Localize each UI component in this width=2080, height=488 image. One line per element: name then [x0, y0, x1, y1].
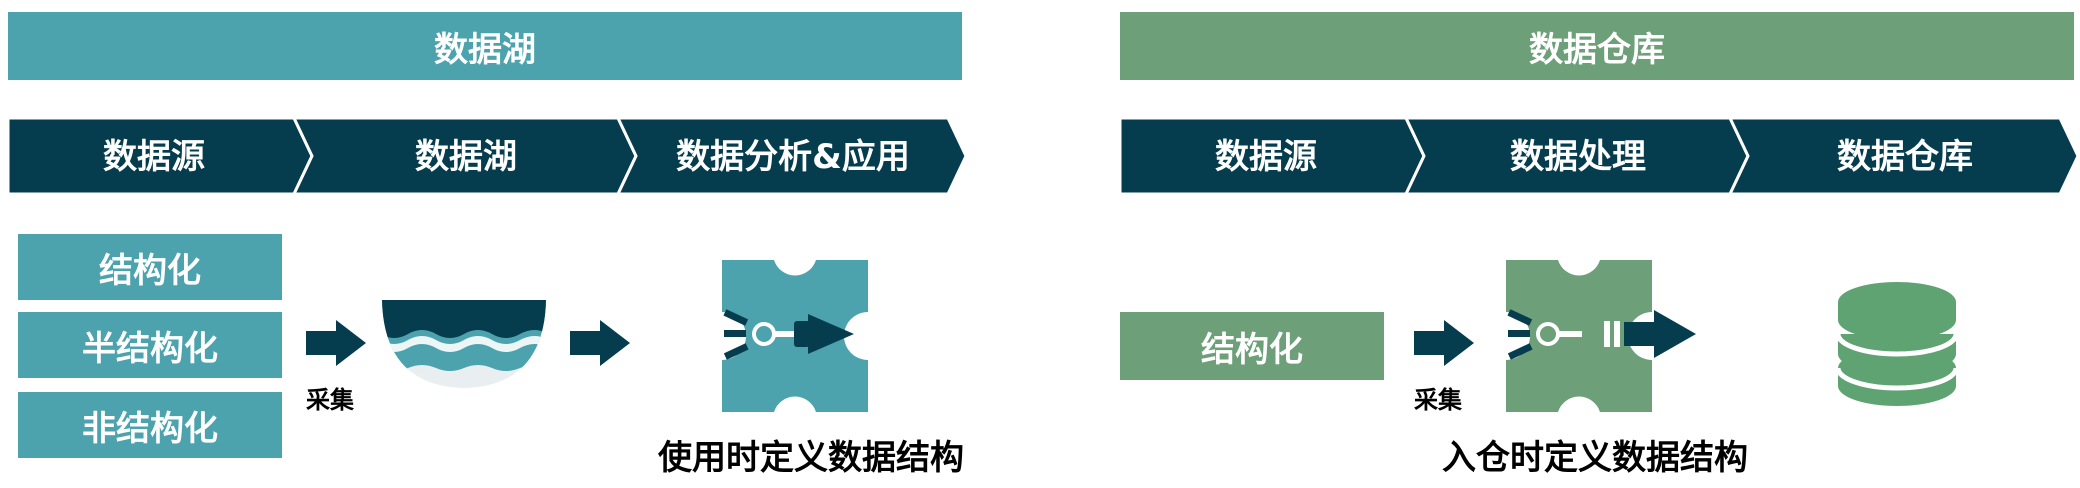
warehouse-step-3-label: 数据仓库 [1837, 137, 1973, 177]
warehouse-process-flow: 数据源 数据处理 数据仓库 [1120, 118, 2080, 194]
puzzle-connector-icon [722, 260, 868, 412]
arrow-right-icon [306, 320, 366, 366]
lake-step-2-shape [292, 118, 638, 194]
lake-source-structured: 结构化 [18, 234, 282, 300]
warehouse-caption: 入仓时定义数据结构 [1442, 438, 1748, 478]
warehouse-step-3-shape [1728, 118, 2080, 194]
lake-step-2-label: 数据湖 [415, 137, 517, 177]
warehouse-source-structured: 结构化 [1120, 312, 1384, 380]
warehouse-banner: 数据仓库 [1120, 12, 2074, 80]
lake-collect-label: 采集 [306, 386, 354, 414]
lake-bowl-icon [382, 300, 546, 388]
lake-caption: 使用时定义数据结构 [658, 438, 964, 478]
warehouse-collect-label: 采集 [1414, 386, 1462, 414]
lake-banner: 数据湖 [8, 12, 962, 80]
database-icon [1836, 282, 1958, 406]
arrow-right-icon [570, 320, 630, 366]
lake-source-unstructured: 非结构化 [18, 392, 282, 458]
lake-step-1-label: 数据源 [103, 137, 205, 177]
lake-process-flow: 数据源 数据湖 数据分析&应用 [8, 118, 968, 194]
arrow-right-icon [1414, 320, 1474, 366]
lake-step-3-shape [616, 118, 968, 194]
lake-source-semi-structured: 半结构化 [18, 312, 282, 378]
warehouse-step-1-label: 数据源 [1215, 137, 1317, 177]
warehouse-step-2-shape [1404, 118, 1750, 194]
lake-step-3-label: 数据分析&应用 [676, 137, 910, 177]
warehouse-step-2-label: 数据处理 [1510, 137, 1646, 177]
puzzle-connector-icon [1506, 260, 1696, 412]
